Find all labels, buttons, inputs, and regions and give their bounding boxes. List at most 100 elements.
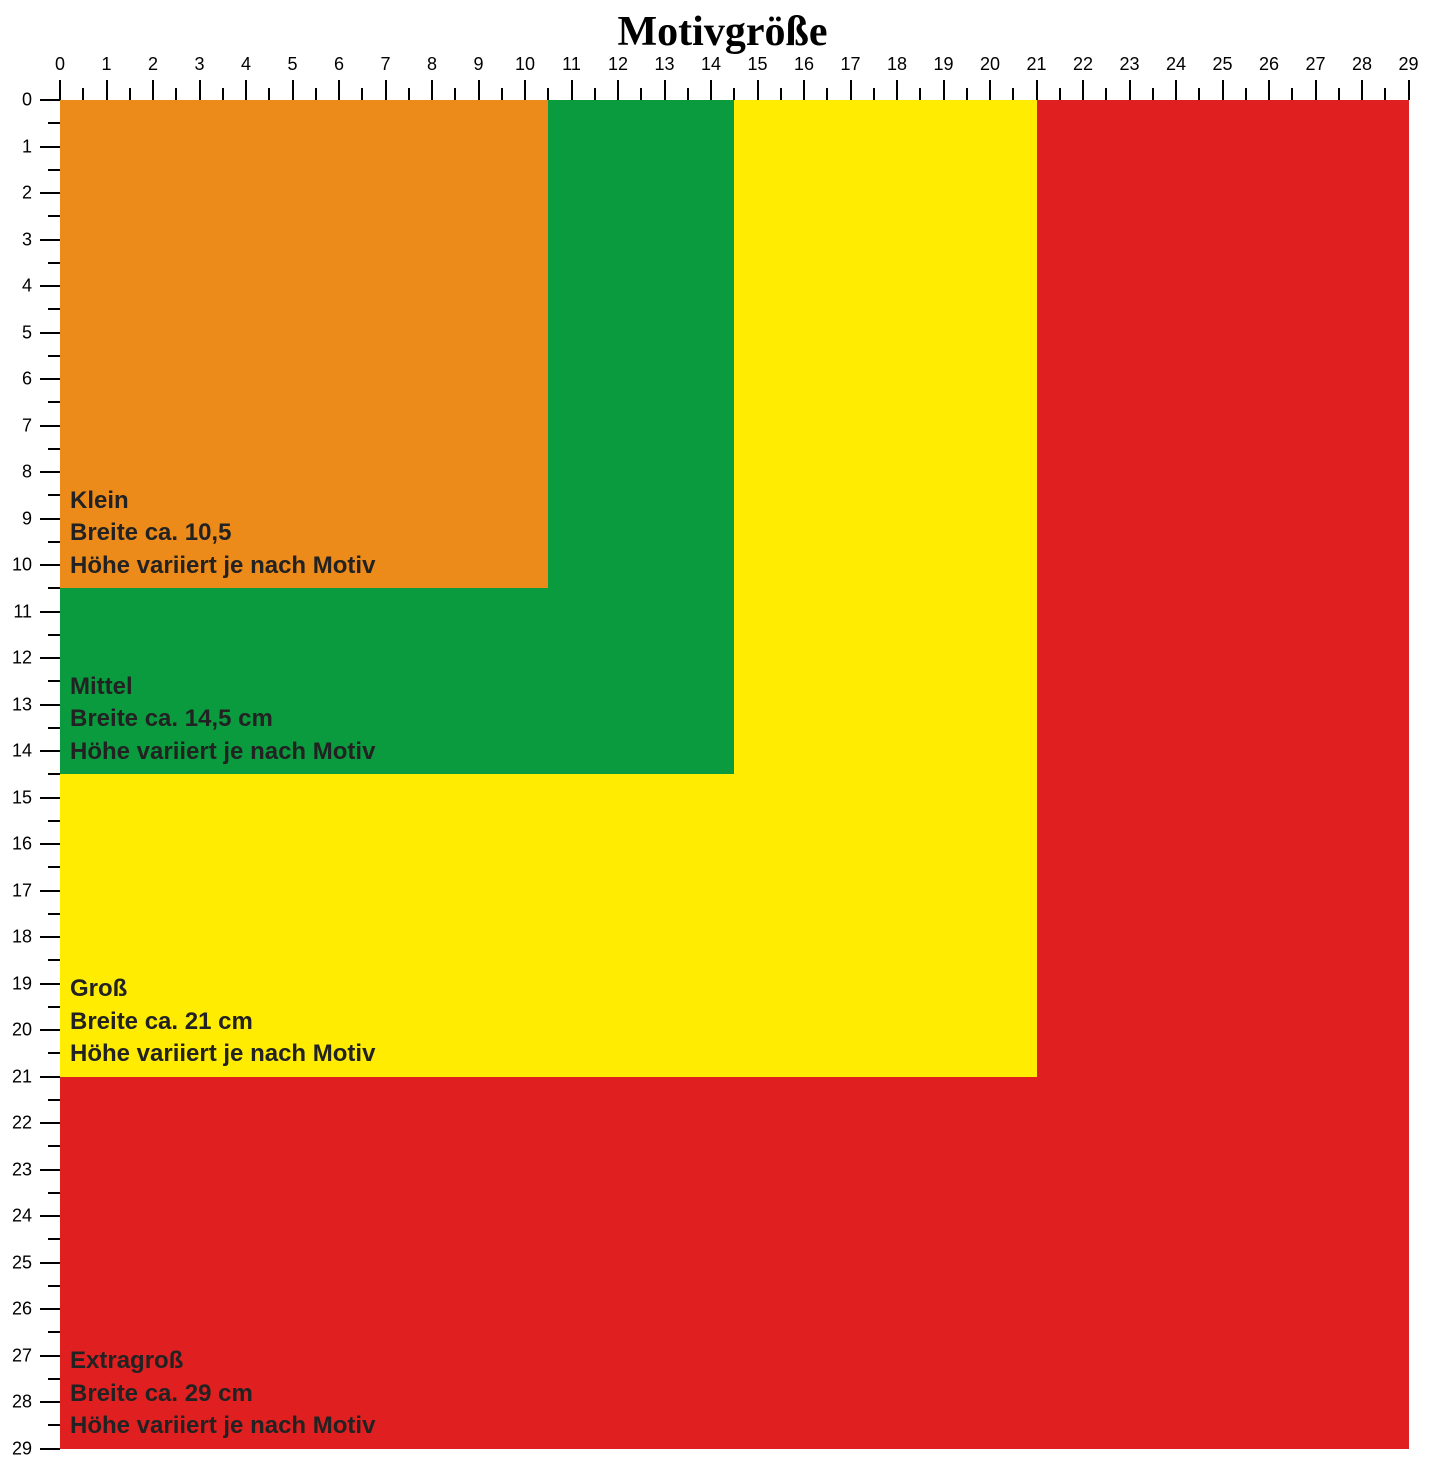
ruler-left-number: 4 [0, 276, 32, 297]
ruler-left-number: 14 [0, 741, 32, 762]
ruler-top-number: 16 [794, 54, 814, 75]
ruler-left-number: 10 [0, 555, 32, 576]
ruler-top-number: 27 [1305, 54, 1325, 75]
ruler-top-number: 23 [1119, 54, 1139, 75]
ruler-left-number: 1 [0, 136, 32, 157]
ruler-top-number: 6 [334, 54, 344, 75]
ruler-top-tick-major [524, 80, 526, 100]
size-label-width: Breite ca. 21 cm [70, 1006, 375, 1038]
size-label-height: Höhe variiert je nach Motiv [70, 550, 375, 582]
ruler-left-number: 3 [0, 229, 32, 250]
ruler-top-tick-minor [1059, 88, 1061, 100]
ruler-left-number: 22 [0, 1113, 32, 1134]
ruler-top-tick-minor [1198, 88, 1200, 100]
ruler-left-number: 16 [0, 834, 32, 855]
ruler-top-number: 14 [701, 54, 721, 75]
ruler-left-tick-major [40, 797, 60, 799]
ruler-left-tick-minor [48, 680, 60, 682]
ruler-left-number: 11 [0, 601, 32, 622]
ruler-left-tick-major [40, 1122, 60, 1124]
ruler-left-tick-major [40, 1029, 60, 1031]
ruler-left-tick-major [40, 378, 60, 380]
ruler-left-number: 2 [0, 183, 32, 204]
ruler-top-tick-minor [268, 88, 270, 100]
ruler-top-tick-minor [1338, 88, 1340, 100]
ruler-top-tick-minor [501, 88, 503, 100]
ruler-left-tick-major [40, 99, 60, 101]
ruler-top-number: 4 [241, 54, 251, 75]
ruler-left-tick-minor [48, 1145, 60, 1147]
ruler-left-tick-minor [48, 773, 60, 775]
ruler-top-number: 5 [287, 54, 297, 75]
ruler-top-tick-minor [82, 88, 84, 100]
ruler-left-tick-minor [48, 215, 60, 217]
ruler-left-tick-minor [48, 1378, 60, 1380]
ruler-left-tick-major [40, 704, 60, 706]
ruler-left-number: 7 [0, 415, 32, 436]
ruler-vertical: 0123456789101112131415161718192021222324… [0, 0, 60, 1445]
ruler-left-tick-major [40, 1355, 60, 1357]
ruler-top-tick-minor [175, 88, 177, 100]
size-label-width: Breite ca. 29 cm [70, 1378, 375, 1410]
size-label-title: Klein [70, 485, 375, 517]
ruler-left-tick-major [40, 471, 60, 473]
ruler-left-tick-minor [48, 1099, 60, 1101]
ruler-top-number: 7 [380, 54, 390, 75]
ruler-left-tick-minor [48, 1424, 60, 1426]
ruler-top-number: 19 [933, 54, 953, 75]
ruler-left-tick-minor [48, 169, 60, 171]
ruler-top-tick-minor [1291, 88, 1293, 100]
ruler-left-number: 28 [0, 1392, 32, 1413]
ruler-top-tick-minor [640, 88, 642, 100]
ruler-top-tick-minor [547, 88, 549, 100]
ruler-left-tick-major [40, 936, 60, 938]
ruler-left-number: 17 [0, 880, 32, 901]
ruler-top-tick-major [850, 80, 852, 100]
ruler-left-tick-major [40, 285, 60, 287]
ruler-top-tick-major [1036, 80, 1038, 100]
ruler-top-tick-minor [826, 88, 828, 100]
ruler-top-tick-major [431, 80, 433, 100]
ruler-left-tick-major [40, 146, 60, 148]
ruler-left-tick-minor [48, 355, 60, 357]
ruler-left-tick-major [40, 239, 60, 241]
ruler-left-tick-major [40, 611, 60, 613]
size-label-height: Höhe variiert je nach Motiv [70, 1038, 375, 1070]
ruler-top-tick-major [664, 80, 666, 100]
ruler-left-tick-minor [48, 820, 60, 822]
ruler-left-number: 8 [0, 462, 32, 483]
ruler-top-tick-major [1268, 80, 1270, 100]
ruler-top-tick-major [1408, 80, 1410, 100]
ruler-left-tick-minor [48, 913, 60, 915]
ruler-left-number: 12 [0, 648, 32, 669]
ruler-top-tick-minor [873, 88, 875, 100]
ruler-top-tick-major [478, 80, 480, 100]
ruler-top-number: 15 [747, 54, 767, 75]
ruler-top-tick-minor [1105, 88, 1107, 100]
ruler-top-number: 28 [1352, 54, 1372, 75]
ruler-top-number: 13 [654, 54, 674, 75]
ruler-left-tick-major [40, 564, 60, 566]
ruler-top-tick-major [803, 80, 805, 100]
ruler-left-tick-major [40, 657, 60, 659]
ruler-top-tick-major [571, 80, 573, 100]
ruler-left-tick-minor [48, 401, 60, 403]
ruler-left-number: 27 [0, 1345, 32, 1366]
ruler-top-number: 18 [887, 54, 907, 75]
ruler-left-number: 13 [0, 694, 32, 715]
ruler-top-tick-minor [1012, 88, 1014, 100]
ruler-left-number: 0 [0, 90, 32, 111]
ruler-left-tick-minor [48, 448, 60, 450]
ruler-left-tick-major [40, 1401, 60, 1403]
ruler-left-number: 19 [0, 973, 32, 994]
size-label-klein: KleinBreite ca. 10,5Höhe variiert je nac… [70, 485, 375, 582]
ruler-top-tick-major [1222, 80, 1224, 100]
ruler-top-number: 17 [840, 54, 860, 75]
ruler-left-tick-minor [48, 262, 60, 264]
ruler-top-tick-major [1361, 80, 1363, 100]
ruler-left-number: 21 [0, 1066, 32, 1087]
ruler-top-number: 8 [427, 54, 437, 75]
ruler-left-tick-minor [48, 634, 60, 636]
ruler-top-tick-major [338, 80, 340, 100]
ruler-left-number: 15 [0, 787, 32, 808]
